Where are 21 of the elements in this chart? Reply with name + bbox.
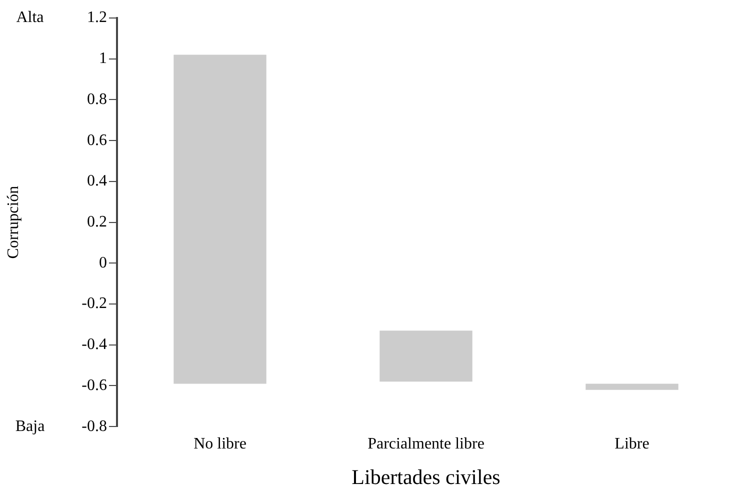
y-tick-label: -0.8 bbox=[82, 418, 107, 435]
bar bbox=[174, 54, 266, 384]
y-tick-label: 0.6 bbox=[87, 132, 107, 149]
y-tick-label: 1 bbox=[99, 50, 107, 68]
y-tick-label: -0.4 bbox=[82, 336, 107, 354]
x-tick-label: Libre bbox=[614, 435, 650, 452]
y-tick-label: 1.2 bbox=[87, 9, 107, 26]
y-axis-title: Corrupción bbox=[4, 186, 22, 259]
y-tick-label: -0.6 bbox=[82, 376, 107, 394]
y-tick-label: 0 bbox=[99, 254, 107, 272]
y-tick-label: 0.4 bbox=[87, 172, 107, 190]
y-tick-label: 0.8 bbox=[87, 90, 107, 108]
y-tick-label: 0.2 bbox=[87, 214, 107, 231]
x-tick-label: Parcialmente libre bbox=[368, 435, 484, 452]
text: Alta bbox=[16, 9, 44, 26]
x-axis-title: Libertades civiles bbox=[352, 464, 500, 489]
x-tick-label: No libre bbox=[194, 435, 246, 452]
y-tick-label: -0.2 bbox=[82, 295, 107, 312]
text: Baja bbox=[15, 418, 45, 435]
bar bbox=[380, 330, 472, 382]
bar bbox=[586, 384, 678, 390]
